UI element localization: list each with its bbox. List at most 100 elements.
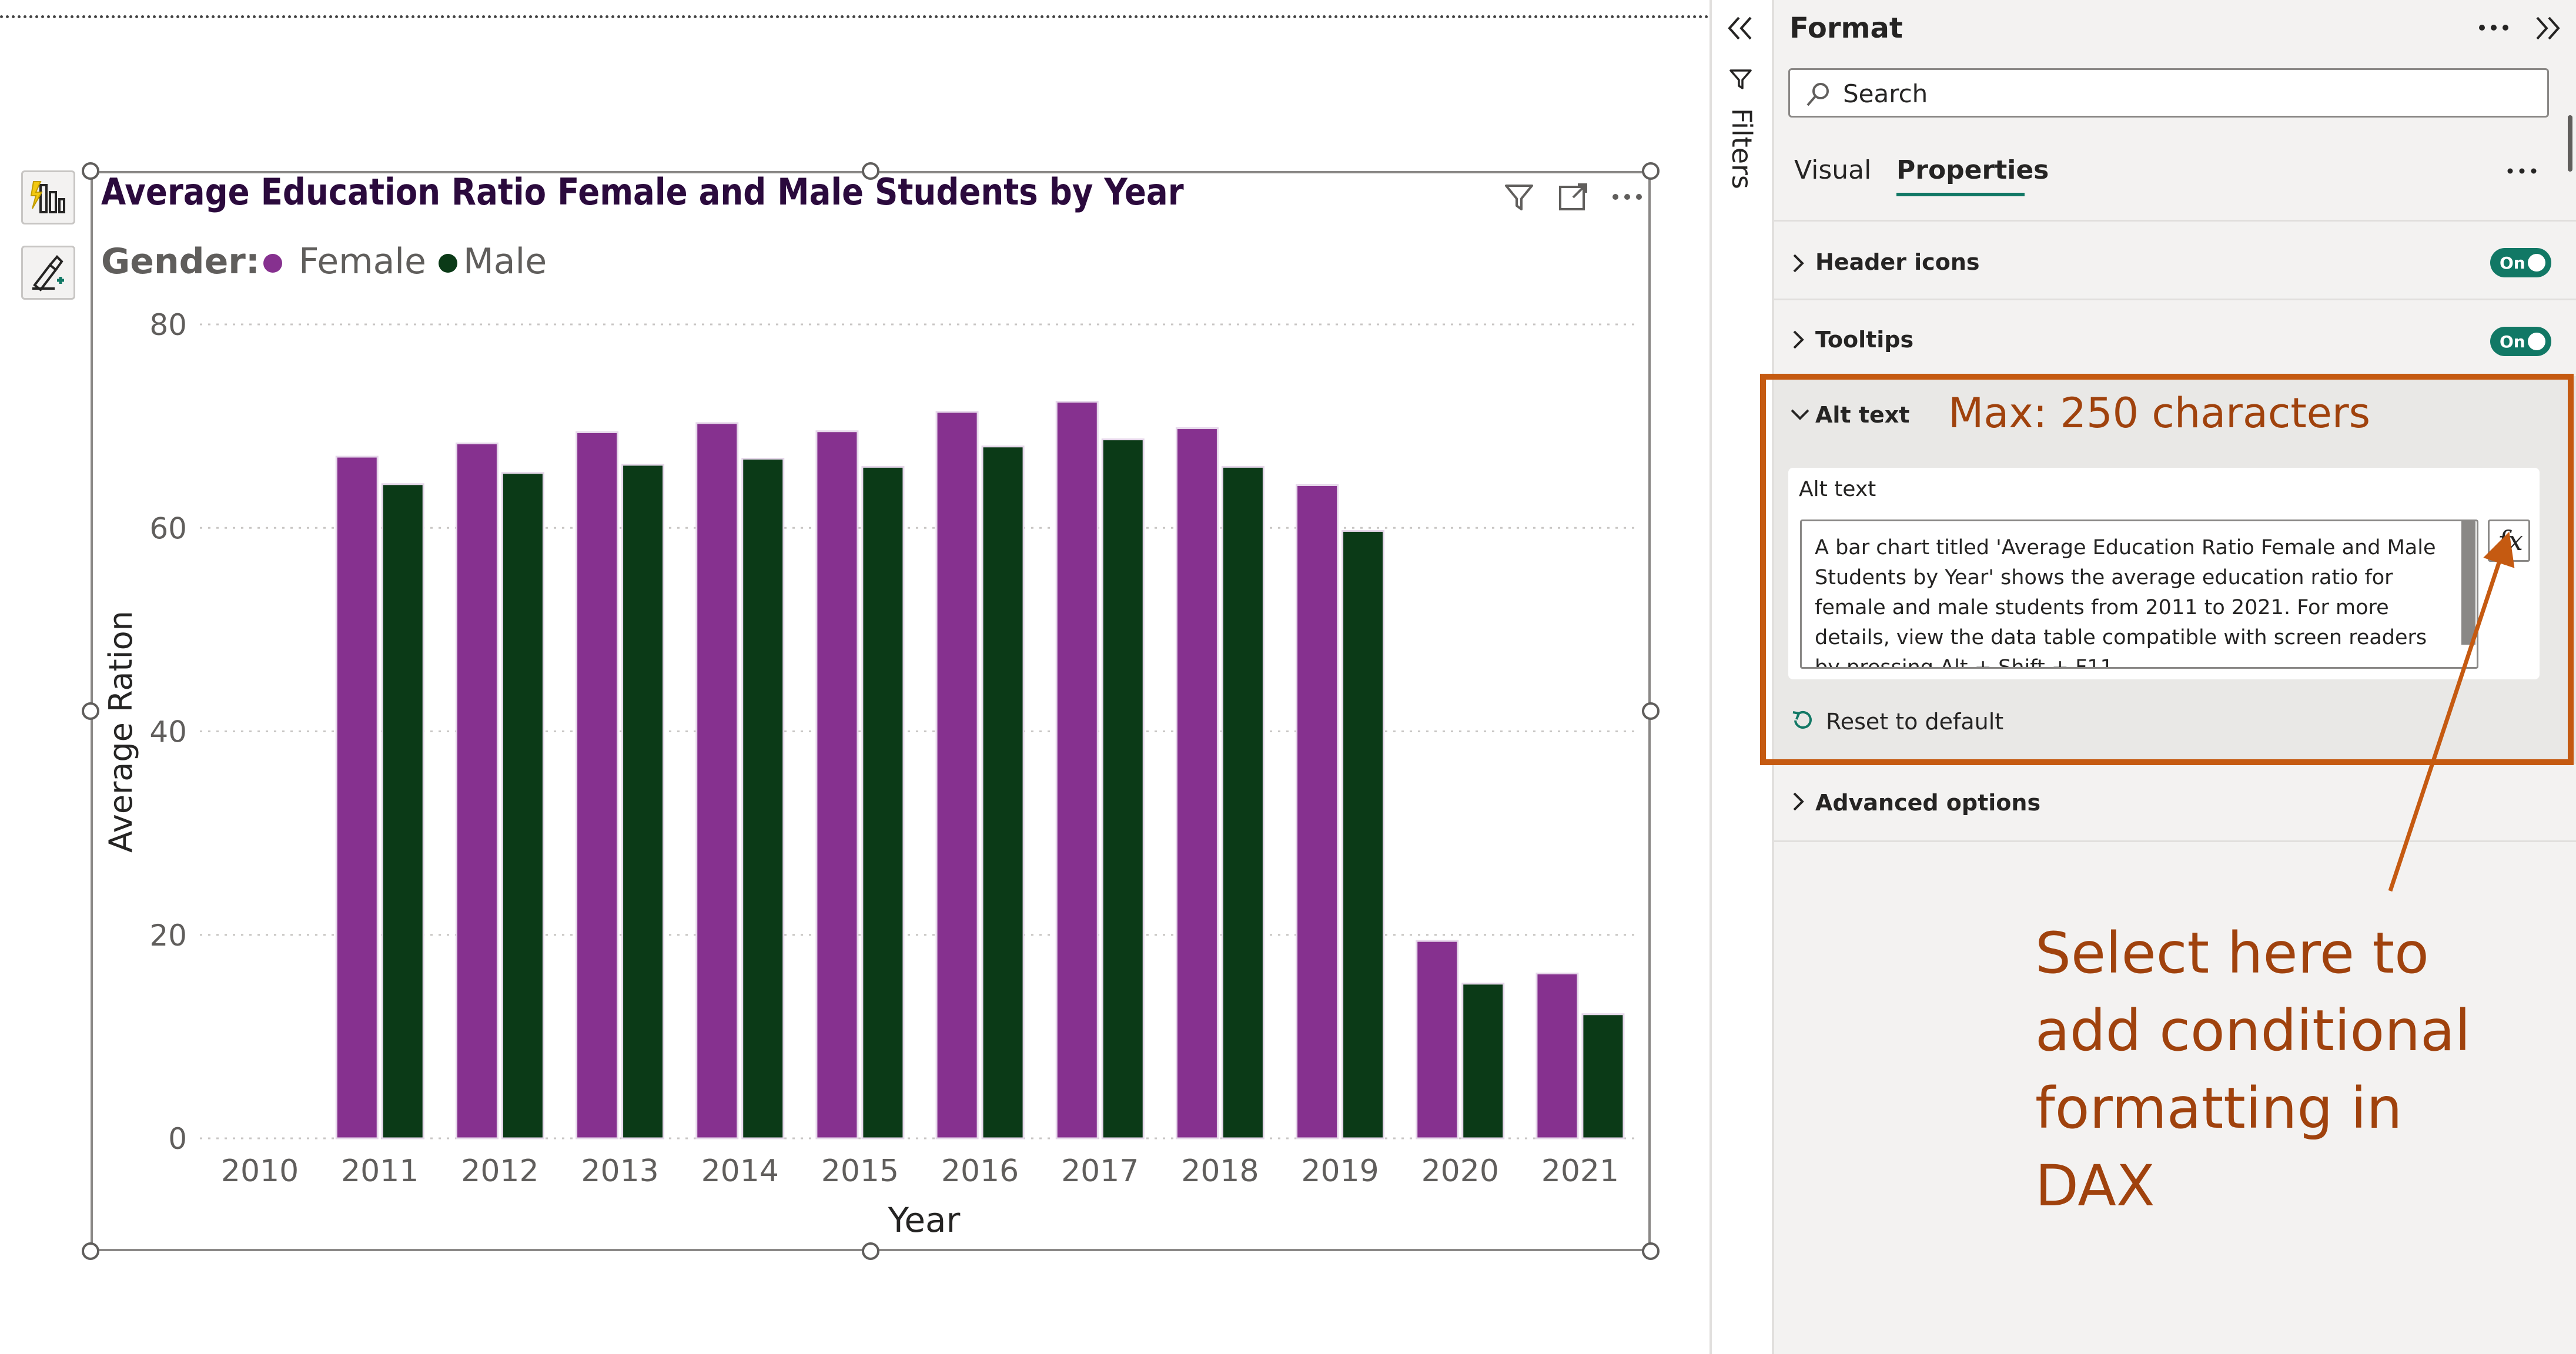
legend-female-marker xyxy=(263,254,282,273)
bar-chart: 80 60 40 20 0 2010 2011 2012 2013 2014 2015 2016 20… xyxy=(102,308,1640,1240)
bar-male-2021[interactable] xyxy=(1581,1013,1625,1139)
header-icons-toggle[interactable]: On xyxy=(2490,248,2551,277)
section-advanced-options[interactable]: Advanced options xyxy=(1774,770,2576,838)
double-chevron-right-icon[interactable] xyxy=(2532,14,2563,42)
reset-icon xyxy=(1792,711,1812,729)
x-tick-label: 2020 xyxy=(1421,1154,1499,1189)
filters-label[interactable]: Filters xyxy=(1726,108,1758,189)
callout-line: DAX xyxy=(2035,1153,2155,1219)
x-tick-label: 2010 xyxy=(221,1154,299,1189)
x-tick-label: 2019 xyxy=(1301,1154,1379,1189)
bar-female-2018[interactable] xyxy=(1175,427,1219,1139)
search-input[interactable]: Search xyxy=(1843,79,1928,108)
tab-visual[interactable]: Visual xyxy=(1794,155,1872,185)
x-tick-label: 2013 xyxy=(581,1154,658,1189)
chevron-right-icon xyxy=(1793,254,1804,273)
tooltips-toggle[interactable]: On xyxy=(2490,327,2551,356)
pane-divider xyxy=(1709,0,1712,1354)
x-tick-label: 2021 xyxy=(1541,1154,1619,1189)
resize-handle-right[interactable] xyxy=(1642,702,1660,720)
max-characters-annotation: Max: 250 characters xyxy=(1948,389,2371,437)
bar-female-2017[interactable] xyxy=(1055,401,1099,1139)
format-visual-button[interactable] xyxy=(21,246,75,300)
section-header-icons-label: Header icons xyxy=(1815,249,1980,275)
legend-female-label[interactable]: Female xyxy=(299,241,426,282)
chart-title: Average Education Ratio Female and Male … xyxy=(101,170,1184,213)
bar-female-2015[interactable] xyxy=(815,430,859,1139)
search-box[interactable]: Search xyxy=(1788,68,2549,118)
pane-scrollbar[interactable] xyxy=(2568,115,2572,172)
bar-female-2012[interactable] xyxy=(455,443,499,1139)
bar-male-2012[interactable] xyxy=(501,472,544,1139)
build-visual-icon xyxy=(30,181,65,213)
x-tick-label: 2017 xyxy=(1061,1154,1139,1189)
bar-male-2019[interactable] xyxy=(1341,529,1385,1139)
bar-female-2019[interactable] xyxy=(1296,484,1339,1139)
x-tick-label: 2016 xyxy=(941,1154,1019,1189)
x-tick-label: 2018 xyxy=(1181,1154,1259,1189)
filters-funnel-icon xyxy=(1729,69,1752,89)
bar-female-2011[interactable] xyxy=(335,455,379,1139)
section-separator xyxy=(1774,840,2576,842)
tab-properties[interactable]: Properties xyxy=(1896,155,2049,185)
resize-handle-top[interactable] xyxy=(862,162,879,180)
bar-male-2016[interactable] xyxy=(981,445,1025,1139)
section-header-icons[interactable]: Header icons On xyxy=(1774,229,2576,297)
bar-female-2020[interactable] xyxy=(1416,940,1459,1139)
section-separator xyxy=(1774,299,2576,300)
toggle-knob xyxy=(2528,333,2545,350)
section-tooltips-label: Tooltips xyxy=(1815,327,1914,353)
reset-to-default-link[interactable]: Reset to default xyxy=(1826,709,2004,735)
double-chevron-left-icon[interactable] xyxy=(1725,14,1755,42)
visual-more-options-icon[interactable] xyxy=(1610,188,1645,206)
resize-handle-bottom[interactable] xyxy=(862,1242,879,1260)
bar-female-2016[interactable] xyxy=(935,411,979,1139)
bar-female-2013[interactable] xyxy=(576,431,619,1139)
resize-handle-bottom-left[interactable] xyxy=(82,1242,99,1260)
alt-text-highlight-box xyxy=(1760,374,2574,765)
section-alt-text: Alt text Alt text A bar chart titled 'Av… xyxy=(1774,376,2576,764)
bar-male-2020[interactable] xyxy=(1461,983,1505,1139)
bar-female-2014[interactable] xyxy=(695,422,739,1139)
format-pane: Format Search Visual Properties Header i… xyxy=(1760,0,2576,1354)
y-tick-label: 40 xyxy=(149,715,187,749)
callout-line: add conditional xyxy=(2035,998,2471,1064)
x-tick-label: 2012 xyxy=(461,1154,538,1189)
callout-text: Select here to add conditional formattin… xyxy=(2035,914,2471,1225)
toggle-on-label: On xyxy=(2500,332,2525,351)
bar-male-2018[interactable] xyxy=(1221,465,1264,1139)
x-tick-label: 2011 xyxy=(341,1154,419,1189)
chevron-right-icon xyxy=(1793,330,1804,349)
tab-more-icon[interactable] xyxy=(2504,162,2540,180)
callout-line: formatting in xyxy=(2035,1075,2403,1141)
resize-handle-left[interactable] xyxy=(82,702,99,720)
report-canvas: Average Education Ratio Female and Male … xyxy=(0,15,1709,1260)
focus-mode-icon[interactable] xyxy=(1557,181,1590,214)
section-tooltips[interactable]: Tooltips On xyxy=(1774,306,2576,374)
canvas-top-border xyxy=(0,15,1709,18)
bar-male-2014[interactable] xyxy=(741,458,785,1139)
active-tab-indicator xyxy=(1896,193,2025,196)
resize-handle-top-left[interactable] xyxy=(82,162,99,180)
y-tick-label: 60 xyxy=(149,511,187,545)
bar-male-2011[interactable] xyxy=(381,483,424,1139)
section-alt-text-label[interactable]: Alt text xyxy=(1815,402,1910,428)
format-brush-icon xyxy=(32,255,64,291)
y-axis-label: Average Ration xyxy=(102,611,139,853)
bar-male-2013[interactable] xyxy=(621,464,665,1139)
bar-male-2017[interactable] xyxy=(1101,438,1145,1139)
chevron-down-icon[interactable] xyxy=(1788,405,1812,423)
toggle-knob xyxy=(2528,254,2545,272)
y-tick-label: 20 xyxy=(149,919,187,953)
alt-text-field-label: Alt text xyxy=(1799,477,1876,501)
resize-handle-top-right[interactable] xyxy=(1642,162,1660,180)
bar-male-2015[interactable] xyxy=(861,465,905,1139)
x-axis-label: Year xyxy=(888,1200,961,1240)
ellipsis-icon[interactable] xyxy=(2476,19,2511,36)
build-visual-button[interactable] xyxy=(21,170,75,224)
bar-female-2021[interactable] xyxy=(1535,973,1579,1139)
legend-male-label[interactable]: Male xyxy=(463,241,547,282)
filter-icon[interactable] xyxy=(1503,181,1535,214)
resize-handle-bottom-right[interactable] xyxy=(1642,1242,1660,1260)
x-tick-label: 2015 xyxy=(821,1154,899,1189)
